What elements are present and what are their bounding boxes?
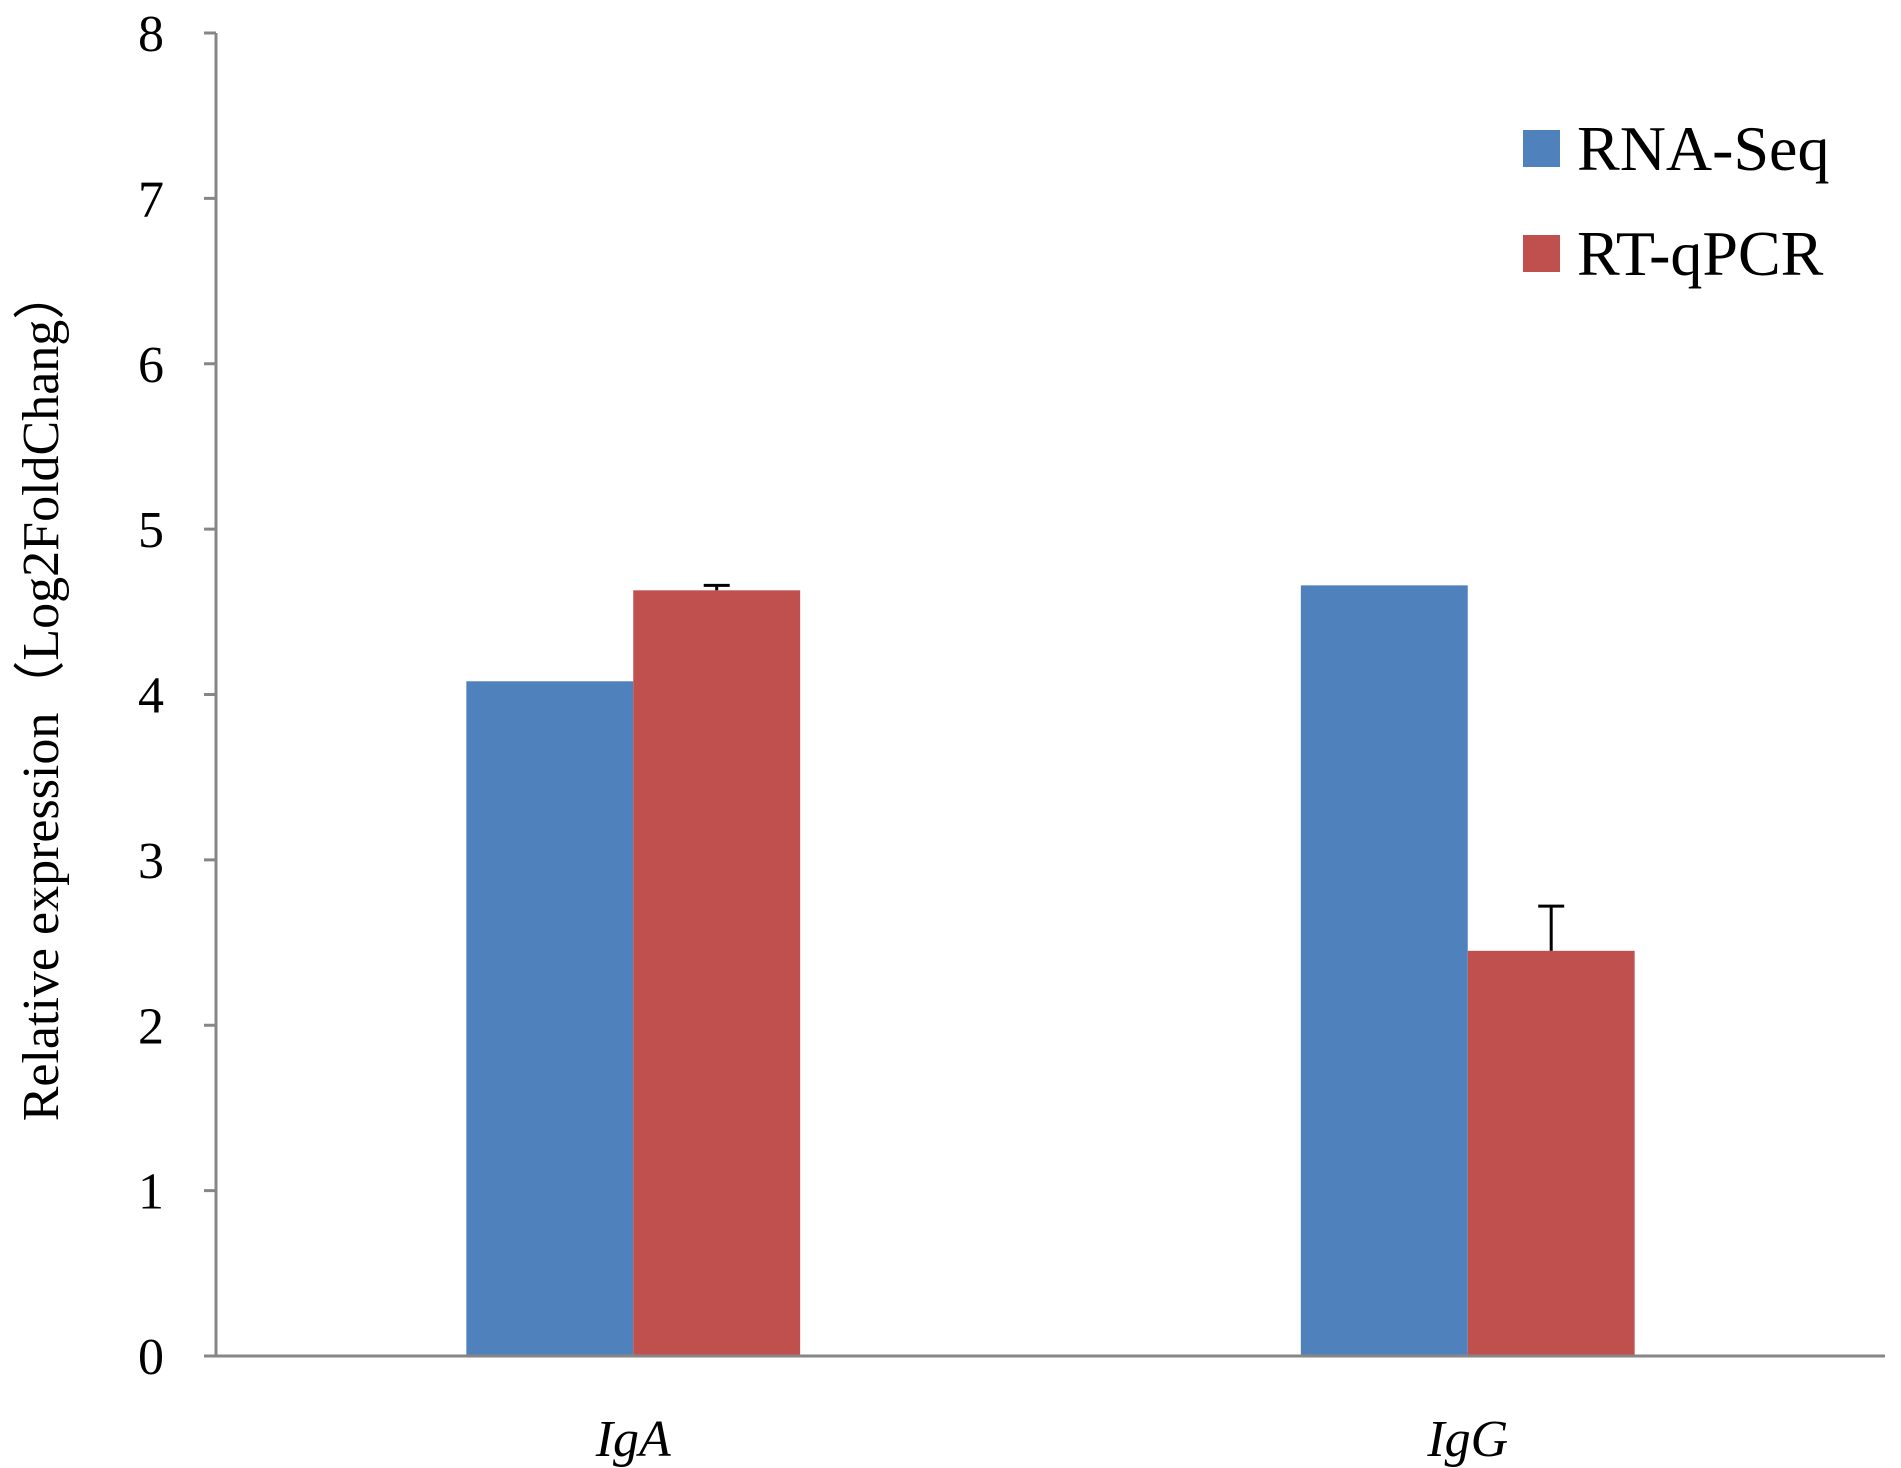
y-tick-label: 6 xyxy=(138,337,164,394)
x-category-label: IgA xyxy=(595,1411,671,1468)
y-tick-label: 0 xyxy=(138,1329,164,1386)
bar-rt-qpcr-iga xyxy=(633,590,801,1356)
error-bar-igg xyxy=(1538,904,1565,951)
y-tick-label: 1 xyxy=(138,1164,164,1221)
x-category-labels: IgA IgG xyxy=(595,1411,1508,1468)
y-tick-label: 2 xyxy=(138,998,164,1055)
y-tick-label: 5 xyxy=(138,502,164,559)
legend: RNA-Seq RT-qPCR xyxy=(1523,113,1829,289)
y-axis-label: Relative expression（Log2FoldChang） xyxy=(13,268,70,1122)
error-bars-layer xyxy=(703,583,1565,951)
bar-rna-seq-igg xyxy=(1300,585,1468,1356)
y-tick-label: 8 xyxy=(138,6,164,63)
y-tick-label: 7 xyxy=(138,171,164,228)
y-tick-label: 3 xyxy=(138,833,164,890)
x-category-label: IgG xyxy=(1426,1411,1508,1468)
legend-swatch-rna-seq xyxy=(1523,130,1560,167)
legend-label: RT-qPCR xyxy=(1577,218,1824,289)
y-ticks: 0 1 2 3 4 5 6 7 8 xyxy=(138,6,216,1386)
error-bar-iga xyxy=(703,583,730,591)
legend-swatch-rt-qpcr xyxy=(1523,235,1560,272)
bar-rt-qpcr-igg xyxy=(1467,950,1635,1356)
y-tick-label: 4 xyxy=(138,668,164,725)
legend-label: RNA-Seq xyxy=(1577,113,1829,184)
bar-rna-seq-iga xyxy=(466,681,634,1356)
bars-layer xyxy=(466,585,1635,1356)
